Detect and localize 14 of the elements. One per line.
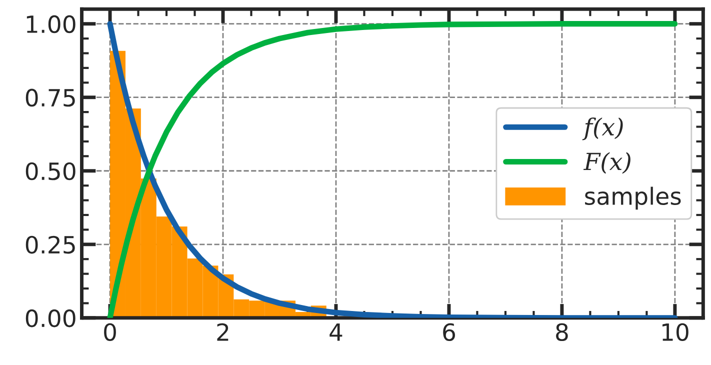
legend-label: F(x) [583, 152, 630, 174]
x-tick-label: 0 [104, 323, 116, 342]
legend-label: f(x) [582, 117, 623, 140]
x-tick-label: 4 [330, 324, 342, 341]
x-tick-label: 6 [443, 323, 455, 342]
x-tick-label: 8 [556, 323, 568, 342]
y-tick-label: 0.00 [26, 309, 76, 328]
x-tick-label: 2 [217, 323, 228, 341]
y-tick-label: 1.00 [26, 15, 76, 34]
y-tick-label: 0.25 [26, 236, 75, 254]
x-tick-label: 10 [662, 323, 688, 342]
y-tick-label: 0.75 [26, 88, 75, 107]
y-tick-label: 0.50 [26, 162, 76, 180]
legend-label: samples [585, 186, 681, 210]
